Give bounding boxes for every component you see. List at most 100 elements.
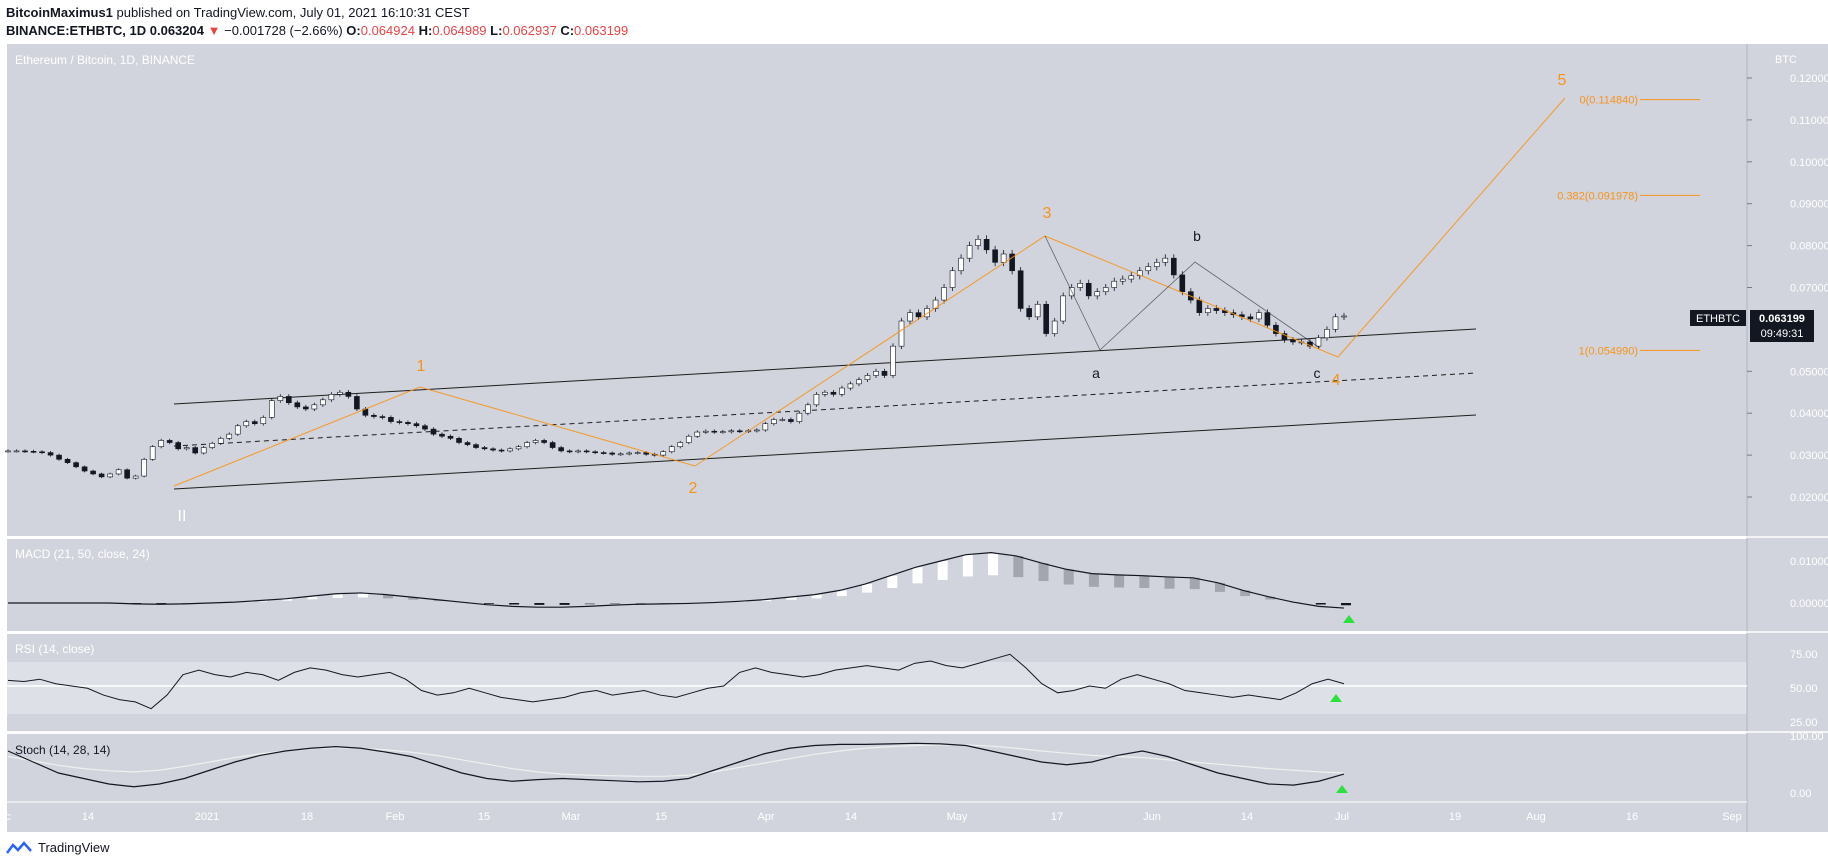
candle-up <box>771 419 777 424</box>
price-axis[interactable] <box>1747 44 1828 832</box>
candle-up <box>1051 320 1058 334</box>
candle-up <box>1315 337 1322 347</box>
channel-upper-line[interactable] <box>173 328 1477 405</box>
candle-up <box>856 379 862 385</box>
macd-histogram-bar <box>1088 573 1099 587</box>
macd-histogram-bar <box>1139 575 1150 588</box>
candle-down <box>549 442 556 448</box>
candle-down <box>166 440 173 443</box>
candle-down <box>609 452 615 455</box>
candle-down <box>439 433 445 437</box>
macd-histogram-bar <box>408 597 419 600</box>
macd-histogram-bar <box>357 592 368 598</box>
candle-down <box>98 473 105 478</box>
candle-down <box>456 438 462 443</box>
candle-up <box>796 412 803 422</box>
time-tick-label: 18 <box>301 811 313 823</box>
candle-up <box>1162 257 1169 263</box>
stoch-pane[interactable] <box>7 734 1747 802</box>
close-value: 0.063199 <box>574 23 629 38</box>
time-tick-label: Apr <box>757 811 774 823</box>
time-tick-label: 19 <box>1449 811 1461 823</box>
macd-histogram-bar <box>1063 569 1074 585</box>
candle-up <box>277 396 284 401</box>
time-tick-label: 17 <box>1051 811 1063 823</box>
time-tick-label: May <box>947 811 968 823</box>
low-value: 0.062937 <box>502 23 557 38</box>
candle-down <box>192 447 199 454</box>
candle-up <box>864 375 871 380</box>
current-price-tag <box>1750 310 1814 342</box>
rsi-title: RSI (14, close) <box>15 642 94 656</box>
candle-up <box>617 453 624 456</box>
candle-down <box>592 451 598 454</box>
candle-up <box>1136 270 1143 277</box>
candle-down <box>1247 316 1254 320</box>
candle-down <box>992 249 998 263</box>
macd-histogram-bar <box>1164 576 1175 589</box>
candle-up <box>132 475 139 479</box>
time-axis[interactable] <box>7 802 1747 832</box>
macd-histogram-bar <box>836 590 847 597</box>
elliott-wave-path[interactable] <box>173 97 1566 487</box>
candle-down <box>464 442 471 445</box>
macd-histogram-bar <box>332 593 343 598</box>
candle-down <box>39 451 45 454</box>
candle-down <box>1017 270 1024 309</box>
symbol-tag <box>1690 310 1746 326</box>
macd-line <box>8 551 1345 609</box>
candle-down <box>1273 324 1279 334</box>
open-label: O: <box>346 23 361 38</box>
candle-up <box>1119 278 1126 282</box>
candle-down <box>600 452 607 454</box>
candle-up <box>813 394 820 406</box>
candle-down <box>430 428 437 435</box>
candle-up <box>260 417 267 424</box>
candle-up <box>13 450 20 453</box>
close-label: C: <box>560 23 575 38</box>
wave-label-b: b <box>1193 228 1201 244</box>
candle-down <box>498 449 505 452</box>
rsi-indicator <box>7 653 1345 710</box>
bar-countdown: 09:49:31 <box>1761 328 1804 340</box>
macd-histogram-bar <box>635 603 646 604</box>
time-tick-label: 2021 <box>195 811 219 823</box>
candle-up <box>702 430 709 433</box>
macd-pane[interactable] <box>7 539 1747 631</box>
candle-up <box>941 287 947 301</box>
candle-up <box>720 431 726 433</box>
channel-mid-line[interactable] <box>173 372 1477 447</box>
high-value: 0.064989 <box>432 23 487 38</box>
candle-down <box>1085 283 1092 297</box>
time-tick-label: Mar <box>562 811 581 823</box>
symbol-line: BINANCE:ETHBTC, 1D 0.063204 ▼ −0.001728 … <box>6 22 628 40</box>
macd-histogram-bar <box>156 603 167 604</box>
candle-up <box>268 400 275 418</box>
candle-up <box>779 419 786 421</box>
candle-down <box>643 452 650 455</box>
channel-lower-line[interactable] <box>173 414 1477 490</box>
rsi-axis-label: 50.00 <box>1790 683 1818 695</box>
macd-histogram-bar <box>383 594 394 599</box>
candle-up <box>626 452 632 455</box>
candle-up <box>311 404 318 410</box>
candle-up <box>524 442 530 448</box>
price-pane[interactable] <box>7 44 1747 536</box>
candle-up <box>805 404 811 414</box>
fibonacci-levels[interactable]: 0(0.114840) 0.382(0.091978) 1(0.054990) <box>1557 95 1700 358</box>
candle-up <box>898 320 905 347</box>
candle-up <box>1324 329 1330 339</box>
wave-label-4: 4 <box>1332 372 1341 389</box>
candle-up <box>1077 283 1084 288</box>
author-name[interactable]: BitcoinMaximus1 <box>6 5 113 20</box>
candle-up <box>762 423 769 431</box>
candle-up <box>660 451 667 456</box>
footer-brand[interactable]: TradingView <box>38 840 110 855</box>
open-value: 0.064924 <box>360 23 415 38</box>
last-price: 0.063204 <box>149 23 204 38</box>
candle-down <box>1213 308 1220 311</box>
macd-signal-triangle <box>1343 615 1355 623</box>
